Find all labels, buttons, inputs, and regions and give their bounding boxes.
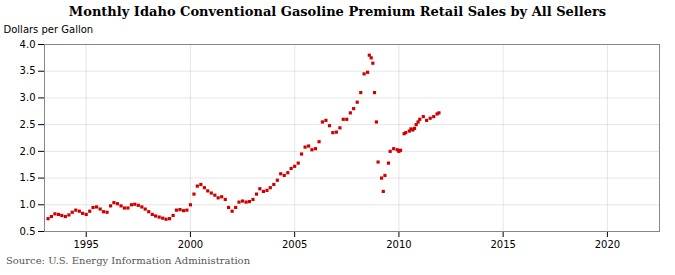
html-text:Source: U.S. Energy Informatio: Source: U.S. Energy Information Administ… [6, 255, 251, 266]
svg-text:1995: 1995 [73, 239, 98, 250]
svg-text:2.5: 2.5 [20, 119, 36, 130]
svg-text:3.0: 3.0 [20, 92, 36, 103]
svg-text:2005: 2005 [282, 239, 307, 250]
svg-text:4.0: 4.0 [20, 39, 36, 50]
svg-text:2.0: 2.0 [20, 146, 36, 157]
svg-text:Dollars per Gallon: Dollars per Gallon [4, 24, 94, 35]
svg-text:2010: 2010 [386, 239, 411, 250]
svg-text:3.5: 3.5 [20, 65, 36, 76]
svg-text:2000: 2000 [178, 239, 203, 250]
svg-text:0.5: 0.5 [20, 226, 36, 237]
svg-text:1.0: 1.0 [20, 199, 36, 210]
svg-text:2020: 2020 [595, 239, 620, 250]
svg-text:1.5: 1.5 [20, 172, 36, 183]
html-text:Monthly Idaho Conventional Gas: Monthly Idaho Conventional Gasoline Prem… [68, 4, 607, 19]
svg-text:2015: 2015 [490, 239, 515, 250]
